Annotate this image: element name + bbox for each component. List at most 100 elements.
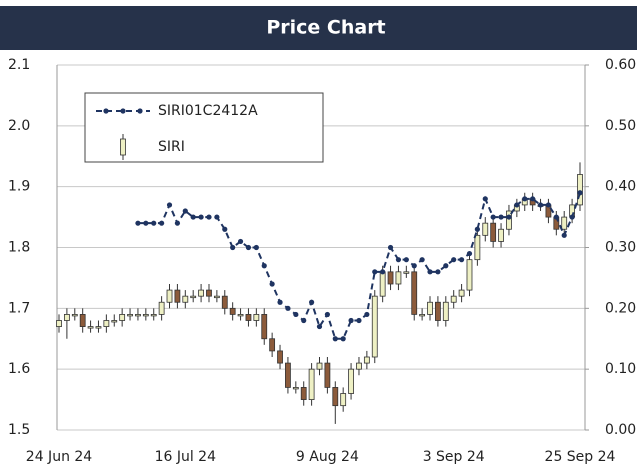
candle-body [95,326,102,329]
candle-body [71,314,78,317]
y-tick-label: 1.9 [8,179,30,195]
line-point [561,232,567,238]
line-point [269,281,275,287]
candle-body [308,368,315,400]
line-point [522,196,528,202]
candle-body [292,387,299,390]
candle-body [395,271,402,285]
line-point [309,299,315,305]
candle-body [206,289,212,297]
y2-tick-label: 0.40 [605,179,636,195]
y-tick-label: 1.6 [8,361,30,377]
candle-body [348,368,354,394]
line-point [301,317,307,324]
candle-body [435,301,441,321]
candle-body [245,314,252,321]
line-point [411,263,417,269]
y2-tick-label: 0.00 [605,422,636,438]
candle-body [387,271,394,285]
candle-body [261,314,268,340]
line-point [206,214,212,220]
candle-body [419,314,426,317]
candle-body [379,271,386,297]
chart-title: Price Chart [266,17,385,39]
candle-body [253,314,260,321]
candle-body [198,289,204,297]
line-point [372,269,378,275]
candle-body [63,314,70,321]
candle-body [577,174,583,206]
candle-body [174,289,181,303]
line-point [482,196,488,202]
line-point [395,257,402,263]
line-point [451,257,457,263]
candle-body [316,362,323,370]
candle-body [403,271,410,274]
line-point [166,202,173,208]
price-line [137,192,581,340]
y-tick-label: 2.1 [8,57,30,73]
line-point [245,244,252,251]
candle-body [427,301,433,315]
legend-label: SIRI [158,139,185,155]
line-point [387,244,394,251]
candle-body [458,289,465,297]
line-point [324,311,330,318]
candle-body [166,289,173,303]
candle-body [182,295,189,303]
line-point [277,299,283,305]
line-point [553,214,559,220]
candle-body [371,295,378,358]
line-point [514,202,520,208]
x-tick-label: 24 Jun 24 [26,449,92,465]
candle-body [277,350,283,364]
line-point [466,250,473,257]
y2-tick-label: 0.10 [605,361,636,377]
candle-body [150,314,157,317]
candle-body [411,271,418,315]
candle-body [213,295,220,299]
line-point [143,220,149,226]
candle-body [103,320,110,327]
legend-candle [120,138,126,156]
line-point [316,323,323,330]
candle-body [324,362,331,388]
x-tick-label: 9 Aug 24 [296,449,359,465]
candle-body [229,307,236,315]
line-point [380,269,386,275]
y2-tick-label: 0.60 [605,57,636,73]
candle-body [561,216,568,230]
line-point [474,226,480,232]
candle-body [332,387,339,407]
candle-body [142,314,149,317]
candle-body [221,295,228,309]
y-tick-label: 1.5 [8,422,30,438]
line-point [577,190,583,196]
candle-body [87,326,94,329]
candle-body [269,338,276,352]
y2-tick-label: 0.30 [605,240,636,256]
line-point [293,311,299,318]
header-bar [0,6,637,50]
candle-body [466,259,473,291]
legend-dot [120,108,126,114]
candle-body [474,234,481,261]
y2-tick-label: 0.20 [605,300,636,316]
line-point [151,220,157,226]
line-point [135,220,141,226]
line-point [506,214,512,220]
line-point [364,311,370,318]
candle-body [79,314,86,327]
candle-body [498,228,504,242]
y-tick-label: 1.7 [8,300,30,316]
line-point [159,220,165,226]
x-tick-label: 3 Sep 24 [423,449,485,465]
line-point [285,305,291,311]
line-point [348,317,354,324]
candle-body [300,387,307,400]
line-point [443,263,449,269]
y-tick-label: 2.0 [8,118,30,134]
line-point [427,269,433,275]
line-point [230,244,236,251]
